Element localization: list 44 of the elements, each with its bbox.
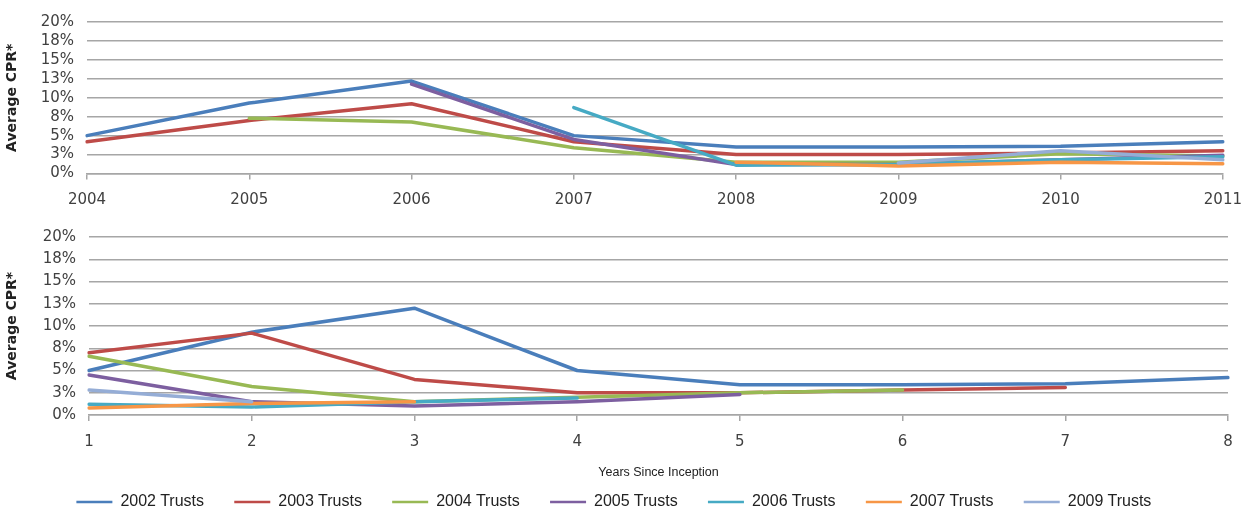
legend-label: 2006 Trusts <box>751 492 836 510</box>
legend-label: 2009 Trusts <box>1067 492 1152 510</box>
y-tick-label: 3% <box>52 382 76 401</box>
legend-label: 2002 Trusts <box>120 492 204 510</box>
x-tick-label: 2 <box>246 431 257 450</box>
x-tick-label: 2008 <box>717 190 756 209</box>
x-tick-label: 1 <box>84 431 94 450</box>
y-tick-label: 0% <box>50 163 74 182</box>
x-axis-title: Years Since Inception <box>598 465 719 480</box>
legend-label: 2003 Trusts <box>278 492 362 510</box>
y-tick-label: 5% <box>52 360 76 379</box>
y-tick-label: 18% <box>42 249 76 268</box>
x-tick-label: 2011 <box>1203 190 1243 209</box>
y-tick-label: 13% <box>42 293 76 312</box>
y-tick-label: 20% <box>40 11 74 30</box>
x-tick-label: 2010 <box>1041 190 1080 209</box>
x-tick-label: 2006 <box>392 190 431 209</box>
y-tick-label: 15% <box>40 49 74 68</box>
legend-label: 2007 Trusts <box>909 492 994 510</box>
legend-label: 2004 Trusts <box>436 492 520 510</box>
x-tick-label: 6 <box>897 431 908 450</box>
y-tick-label: 20% <box>42 226 76 245</box>
y-tick-label: 5% <box>50 125 74 144</box>
x-tick-label: 7 <box>1060 431 1071 450</box>
x-tick-label: 8 <box>1223 431 1233 450</box>
x-tick-label: 3 <box>409 431 420 450</box>
legend-label: 2005 Trusts <box>594 492 678 510</box>
y-tick-label: 8% <box>50 106 74 125</box>
y-tick-label: 8% <box>52 338 76 357</box>
y-tick-label: 3% <box>50 144 74 163</box>
x-tick-label: 2007 <box>554 190 593 209</box>
y-tick-label: 13% <box>40 68 74 87</box>
y-axis-title: Average CPR* <box>3 271 20 381</box>
y-axis-title: Average CPR* <box>3 42 20 152</box>
y-tick-label: 15% <box>42 271 76 290</box>
x-tick-label: 2009 <box>879 190 918 209</box>
y-tick-label: 18% <box>40 30 74 49</box>
x-tick-label: 2005 <box>230 190 269 209</box>
y-tick-label: 10% <box>40 87 74 106</box>
x-tick-label: 4 <box>572 431 582 450</box>
x-tick-label: 5 <box>735 431 745 450</box>
y-tick-label: 10% <box>42 315 76 334</box>
x-tick-label: 2004 <box>67 190 107 209</box>
y-tick-label: 0% <box>52 404 76 423</box>
